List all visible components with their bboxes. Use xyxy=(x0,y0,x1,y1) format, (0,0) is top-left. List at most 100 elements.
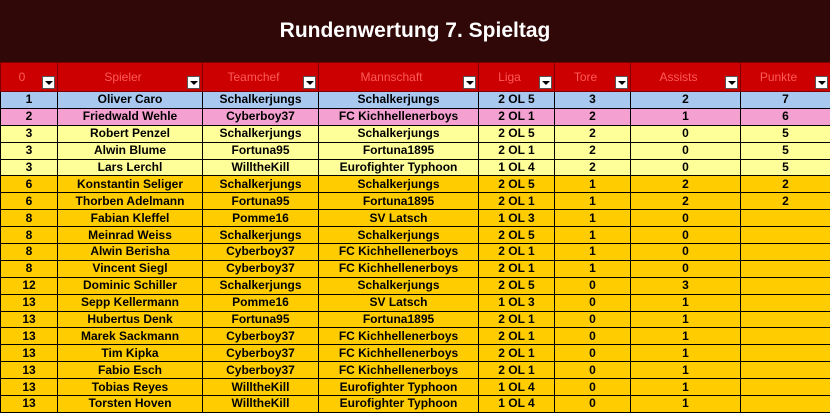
cell-teamchef: Schalkerjungs xyxy=(202,226,319,245)
cell-punkte: 5 xyxy=(740,158,830,177)
cell-tore: 1 xyxy=(554,243,631,261)
cell-player: Vincent Siegl xyxy=(57,259,203,278)
cell-liga: 1 OL 3 xyxy=(478,293,555,312)
cell-assists: 1 xyxy=(630,395,741,413)
filter-dropdown-icon[interactable] xyxy=(463,76,476,89)
cell-punkte xyxy=(740,344,830,363)
cell-liga: 2 OL 1 xyxy=(478,107,555,126)
cell-team: SV Latsch xyxy=(318,209,479,228)
cell-team: Eurofighter Typhoon xyxy=(318,158,479,177)
cell-player: Alwin Blume xyxy=(57,141,203,160)
cell-tore: 3 xyxy=(554,91,631,109)
cell-player: Tim Kipka xyxy=(57,344,203,363)
cell-player: Fabian Kleffel xyxy=(57,209,203,228)
cell-rank: 13 xyxy=(0,293,58,312)
cell-assists: 0 xyxy=(630,243,741,261)
table-row: 13 Marek Sackmann Cyberboy37 FC Kichhellene… xyxy=(0,327,830,346)
column-header-rank: 0 xyxy=(0,62,58,92)
cell-rank: 13 xyxy=(0,327,58,346)
cell-rank: 3 xyxy=(0,141,58,160)
cell-teamchef: Cyberboy37 xyxy=(202,259,319,278)
filter-dropdown-icon[interactable] xyxy=(615,76,628,89)
table-row: 6 Thorben Adelmann Fortuna95 Fortuna1895 2 O… xyxy=(0,192,830,211)
cell-assists: 1 xyxy=(630,378,741,397)
filter-dropdown-icon[interactable] xyxy=(539,76,552,89)
table-row: 8 Vincent Siegl Cyberboy37 FC Kichhellenerb… xyxy=(0,259,830,278)
cell-assists: 1 xyxy=(630,107,741,126)
cell-teamchef: Cyberboy37 xyxy=(202,243,319,261)
cell-liga: 2 OL 5 xyxy=(478,91,555,109)
cell-assists: 0 xyxy=(630,141,741,160)
cell-rank: 3 xyxy=(0,158,58,177)
cell-team: Schalkerjungs xyxy=(318,226,479,245)
cell-punkte xyxy=(740,209,830,228)
cell-rank: 2 xyxy=(0,107,58,126)
cell-assists: 0 xyxy=(630,259,741,278)
column-header-tore: Tore xyxy=(554,62,631,92)
standings-table: 0 Spieler Teamchef Mannschaft Liga Tore … xyxy=(0,62,830,413)
cell-rank: 13 xyxy=(0,344,58,363)
cell-punkte xyxy=(740,276,830,295)
cell-punkte xyxy=(740,310,830,329)
cell-tore: 0 xyxy=(554,395,631,413)
column-header-assists: Assists xyxy=(630,62,741,92)
cell-liga: 2 OL 1 xyxy=(478,310,555,329)
cell-rank: 8 xyxy=(0,259,58,278)
cell-liga: 2 OL 1 xyxy=(478,141,555,160)
cell-team: FC Kichhellenerboys xyxy=(318,361,479,380)
cell-tore: 0 xyxy=(554,344,631,363)
filter-dropdown-icon[interactable] xyxy=(303,76,316,89)
table-row: 13 Torsten Hoven WilltheKill Eurofighter Ty… xyxy=(0,395,830,413)
cell-rank: 1 xyxy=(0,91,58,109)
filter-dropdown-icon[interactable] xyxy=(725,76,738,89)
filter-dropdown-icon[interactable] xyxy=(187,76,200,89)
table-row: 2 Friedwald Wehle Cyberboy37 FC Kichhellene… xyxy=(0,107,830,126)
cell-teamchef: WilltheKill xyxy=(202,395,319,413)
cell-liga: 2 OL 5 xyxy=(478,276,555,295)
cell-tore: 0 xyxy=(554,378,631,397)
cell-teamchef: Fortuna95 xyxy=(202,141,319,160)
cell-liga: 2 OL 1 xyxy=(478,344,555,363)
cell-assists: 0 xyxy=(630,209,741,228)
cell-rank: 13 xyxy=(0,395,58,413)
cell-assists: 0 xyxy=(630,226,741,245)
cell-teamchef: Fortuna95 xyxy=(202,192,319,211)
table-row: 13 Hubertus Denk Fortuna95 Fortuna1895 2 OL … xyxy=(0,310,830,329)
cell-assists: 0 xyxy=(630,124,741,143)
cell-assists: 1 xyxy=(630,327,741,346)
cell-player: Oliver Caro xyxy=(57,91,203,109)
cell-team: Eurofighter Typhoon xyxy=(318,395,479,413)
cell-assists: 1 xyxy=(630,361,741,380)
cell-player: Friedwald Wehle xyxy=(57,107,203,126)
filter-dropdown-icon[interactable] xyxy=(42,76,55,89)
cell-liga: 1 OL 3 xyxy=(478,209,555,228)
cell-assists: 1 xyxy=(630,344,741,363)
column-header-teamchef: Teamchef xyxy=(202,62,319,92)
cell-assists: 2 xyxy=(630,192,741,211)
header-row: 0 Spieler Teamchef Mannschaft Liga Tore … xyxy=(0,62,830,92)
cell-teamchef: Schalkerjungs xyxy=(202,276,319,295)
cell-liga: 1 OL 4 xyxy=(478,395,555,413)
cell-rank: 13 xyxy=(0,361,58,380)
cell-team: Fortuna1895 xyxy=(318,141,479,160)
cell-teamchef: Pomme16 xyxy=(202,293,319,312)
cell-rank: 12 xyxy=(0,276,58,295)
cell-team: FC Kichhellenerboys xyxy=(318,259,479,278)
cell-team: Fortuna1895 xyxy=(318,192,479,211)
cell-teamchef: Cyberboy37 xyxy=(202,327,319,346)
cell-liga: 2 OL 5 xyxy=(478,124,555,143)
cell-rank: 8 xyxy=(0,243,58,261)
cell-punkte: 2 xyxy=(740,175,830,194)
cell-teamchef: Schalkerjungs xyxy=(202,175,319,194)
cell-tore: 1 xyxy=(554,226,631,245)
cell-tore: 2 xyxy=(554,141,631,160)
cell-player: Dominic Schiller xyxy=(57,276,203,295)
cell-teamchef: WilltheKill xyxy=(202,378,319,397)
cell-teamchef: Schalkerjungs xyxy=(202,124,319,143)
filter-dropdown-icon[interactable] xyxy=(815,76,828,89)
cell-punkte: 5 xyxy=(740,124,830,143)
cell-team: FC Kichhellenerboys xyxy=(318,107,479,126)
cell-punkte xyxy=(740,243,830,261)
cell-assists: 3 xyxy=(630,276,741,295)
